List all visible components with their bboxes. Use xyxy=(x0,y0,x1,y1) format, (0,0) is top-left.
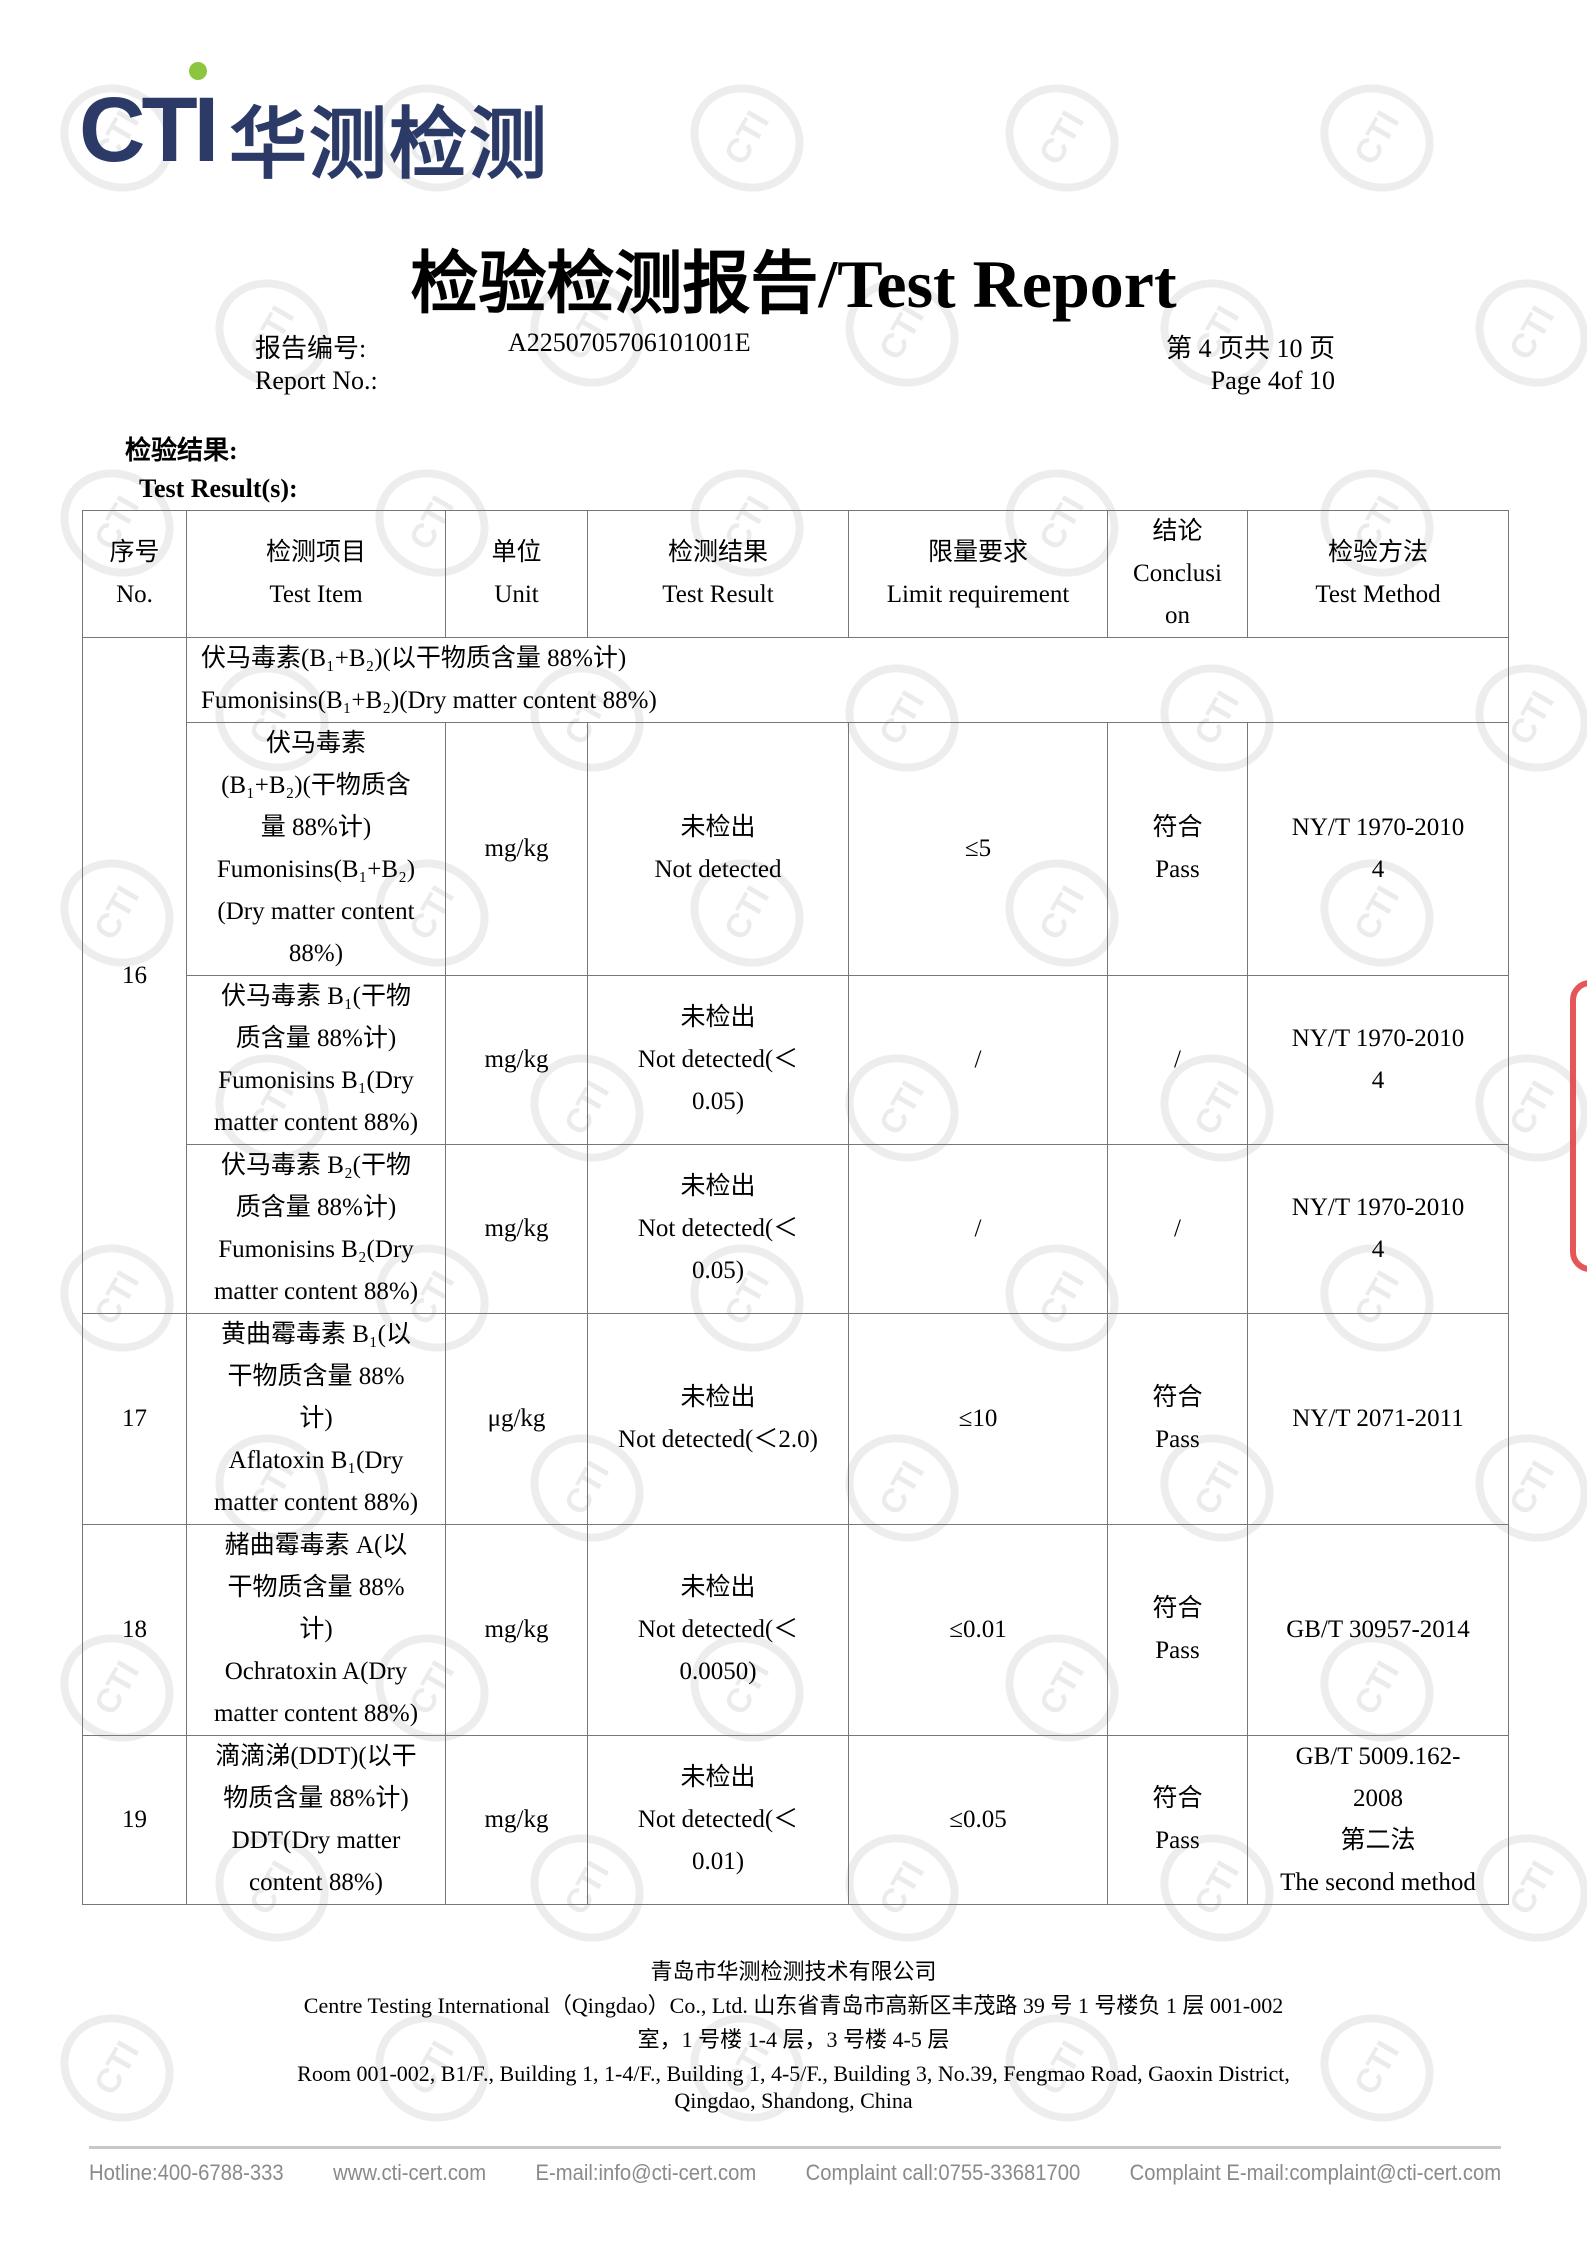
cell-conclusion: 符合 Pass xyxy=(1107,722,1248,976)
cell-method: NY/T 1970-2010 4 xyxy=(1247,1144,1509,1314)
table-row: 19 滴滴涕(DDT)(以干 物质含量 88%计) DDT(Dry matter… xyxy=(82,1735,1509,1905)
table-row: 伏马毒素 (B₁+B₂)(干物质含 量 88%计) Fumonisins(B₁+… xyxy=(83,722,1509,976)
footer-address-line: Centre Testing International（Qingdao）Co.… xyxy=(303,1993,1284,2018)
header-result: 检测结果 Test Result xyxy=(587,510,849,638)
header-no: 序号 No. xyxy=(82,510,187,638)
cell-result: 未检出 Not detected(＜ 0.01) xyxy=(587,1735,849,1905)
table-row: 伏马毒素 B₂(干物 质含量 88%计) Fumonisins B₂(Dry m… xyxy=(83,1144,1509,1314)
cell-limit: / xyxy=(848,975,1108,1145)
footer-address-line: Room 001-002, B1/F., Building 1, 1-4/F.,… xyxy=(297,2061,1290,2086)
cti-watermark-icon: CTI xyxy=(985,63,1139,213)
cell-method: GB/T 30957-2014 xyxy=(1247,1524,1509,1736)
cell-no: 16 xyxy=(82,637,187,1314)
cell-conclusion: / xyxy=(1107,975,1248,1145)
cell-item: 黄曲霉毒素 B₁(以 干物质含量 88% 计) Aflatoxin B₁(Dry… xyxy=(186,1313,446,1525)
complaint-email-link[interactable]: Complaint E-mail:complaint@cti-cert.com xyxy=(1129,2160,1502,2185)
cell-conclusion: 符合 Pass xyxy=(1107,1313,1248,1525)
table-row: 16 伏马毒素(B₁+B₂)(以干物质含量 88%计) Fumonisins(B… xyxy=(82,637,1509,1314)
complaint-call: Complaint call:0755-33681700 xyxy=(805,2160,1081,2185)
cell-method: NY/T 1970-2010 4 xyxy=(1247,722,1509,976)
cell-method: NY/T 1970-2010 4 xyxy=(1247,975,1509,1145)
cell-unit: μg/kg xyxy=(445,1313,588,1525)
test-results-table: 序号 No. 检测项目 Test Item 单位 Unit 检测结果 Test … xyxy=(82,510,1509,1905)
footer-divider xyxy=(89,2146,1501,2149)
cell-result: 未检出 Not detected(＜2.0) xyxy=(587,1313,849,1525)
cell-item: 滴滴涕(DDT)(以干 物质含量 88%计) DDT(Dry matter co… xyxy=(186,1735,446,1905)
cell-limit: ≤10 xyxy=(848,1313,1108,1525)
cell-unit: mg/kg xyxy=(445,1524,588,1736)
cell-result: 未检出 Not detected(＜ 0.05) xyxy=(587,1144,849,1314)
footer-address-line: 室，1 号楼 1-4 层，3 号楼 4-5 层 xyxy=(637,2027,950,2052)
cti-watermark-icon: CTI xyxy=(670,63,824,213)
cti-watermark-icon: CTI xyxy=(1300,63,1454,213)
website-link[interactable]: www.cti-cert.com xyxy=(333,2160,487,2185)
cell-item: 赭曲霉毒素 A(以 干物质含量 88% 计) Ochratoxin A(Dry … xyxy=(186,1524,446,1736)
report-no-value: A2250705706101001E xyxy=(508,328,751,357)
cell-conclusion: 符合 Pass xyxy=(1107,1735,1248,1905)
header-limit: 限量要求 Limit requirement xyxy=(848,510,1108,638)
cell-method: GB/T 5009.162- 2008 第二法 The second metho… xyxy=(1247,1735,1509,1905)
report-no-label-cn: 报告编号: xyxy=(255,334,367,363)
header-conclusion: 结论 Conclusi on xyxy=(1107,510,1248,638)
header-unit: 单位 Unit xyxy=(445,510,588,638)
email-link[interactable]: E-mail:info@cti-cert.com xyxy=(535,2160,757,2185)
cell-limit: / xyxy=(848,1144,1108,1314)
page-number-cn: 第 4 页共 10 页 xyxy=(1165,334,1335,363)
header-item: 检测项目 Test Item xyxy=(186,510,446,638)
cell-item: 伏马毒素 (B₁+B₂)(干物质含 量 88%计) Fumonisins(B₁+… xyxy=(186,722,446,976)
logo-latin: CTI xyxy=(79,79,219,181)
page-title: 检验检测报告/Test Report xyxy=(410,246,1177,322)
page-number-en: Page 4of 10 xyxy=(1210,366,1335,395)
table-row: 伏马毒素 B₁(干物 质含量 88%计) Fumonisins B₁(Dry m… xyxy=(83,975,1509,1145)
cell-limit: ≤5 xyxy=(848,722,1108,976)
footer-address-line: Qingdao, Shandong, China xyxy=(674,2088,913,2113)
cell-limit: ≤0.01 xyxy=(848,1524,1108,1736)
table-row: 18 赭曲霉毒素 A(以 干物质含量 88% 计) Ochratoxin A(D… xyxy=(82,1524,1509,1736)
cell-unit: mg/kg xyxy=(445,1144,588,1314)
cti-logo: CTI 华测检测 xyxy=(79,60,599,190)
cell-result: 未检出 Not detected xyxy=(587,722,849,976)
logo-dot xyxy=(189,62,207,80)
table-row: 17 黄曲霉毒素 B₁(以 干物质含量 88% 计) Aflatoxin B₁(… xyxy=(82,1313,1509,1525)
cell-method: NY/T 2071-2011 xyxy=(1247,1313,1509,1525)
cell-conclusion: / xyxy=(1107,1144,1248,1314)
cell-conclusion: 符合 Pass xyxy=(1107,1524,1248,1736)
cell-limit: ≤0.05 xyxy=(848,1735,1108,1905)
cell-no: 18 xyxy=(82,1524,187,1736)
group-title: 伏马毒素(B₁+B₂)(以干物质含量 88%计) Fumonisins(B₁+B… xyxy=(186,637,1509,723)
cell-result: 未检出 Not detected(＜ 0.0050) xyxy=(587,1524,849,1736)
cell-item: 伏马毒素 B₂(干物 质含量 88%计) Fumonisins B₂(Dry m… xyxy=(186,1144,446,1314)
logo-chinese: 华测检测 xyxy=(229,100,550,190)
cell-no: 17 xyxy=(82,1313,187,1525)
table-header-row: 序号 No. 检测项目 Test Item 单位 Unit 检测结果 Test … xyxy=(82,510,1509,638)
hotline: Hotline:400-6788-333 xyxy=(89,2160,284,2185)
contact-bar: Hotline:400-6788-333 www.cti-cert.com E-… xyxy=(89,2160,1501,2186)
cell-item: 伏马毒素 B₁(干物 质含量 88%计) Fumonisins B₁(Dry m… xyxy=(186,975,446,1145)
red-stamp xyxy=(1570,980,1587,1272)
cell-no: 19 xyxy=(82,1735,187,1905)
footer-company-cn: 青岛市华测检测技术有限公司 xyxy=(650,1959,937,1984)
section-heading-cn: 检验结果: xyxy=(125,436,238,465)
report-no-label-en: Report No.: xyxy=(255,366,378,395)
header-method: 检验方法 Test Method xyxy=(1247,510,1509,638)
section-heading-en: Test Result(s): xyxy=(139,474,298,503)
cell-unit: mg/kg xyxy=(445,722,588,976)
cell-result: 未检出 Not detected(＜ 0.05) xyxy=(587,975,849,1145)
cell-unit: mg/kg xyxy=(445,975,588,1145)
cell-unit: mg/kg xyxy=(445,1735,588,1905)
